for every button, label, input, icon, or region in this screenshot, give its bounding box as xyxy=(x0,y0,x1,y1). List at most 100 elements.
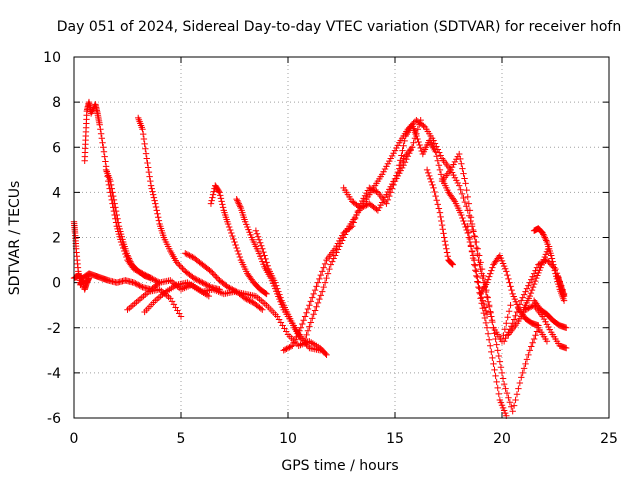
data-point xyxy=(529,273,536,280)
data-point xyxy=(333,249,340,256)
data-point xyxy=(393,172,400,179)
data-point xyxy=(518,374,525,381)
data-point xyxy=(110,196,118,204)
data-point xyxy=(505,275,512,283)
data-point xyxy=(416,141,423,149)
data-point xyxy=(150,194,158,201)
x-tick-label: 5 xyxy=(177,431,186,447)
data-point xyxy=(549,258,556,265)
data-point xyxy=(216,286,223,293)
data-point xyxy=(230,286,237,294)
data-point xyxy=(496,358,504,365)
data-point xyxy=(326,265,333,273)
y-tick-label: -4 xyxy=(47,366,61,382)
data-point xyxy=(461,198,469,206)
data-point xyxy=(491,366,498,374)
data-point xyxy=(207,268,215,275)
data-point xyxy=(290,339,297,346)
data-point xyxy=(420,122,427,130)
data-point xyxy=(459,214,466,222)
y-tick-label: 6 xyxy=(52,140,61,156)
data-point xyxy=(219,204,227,211)
data-point xyxy=(503,320,510,327)
data-point xyxy=(208,197,215,204)
data-point xyxy=(529,283,537,291)
data-point xyxy=(277,294,284,301)
data-point xyxy=(520,291,528,298)
data-point xyxy=(490,324,497,331)
data-point xyxy=(225,223,233,231)
data-point xyxy=(293,333,300,340)
data-point xyxy=(263,290,270,298)
y-tick-label: 0 xyxy=(52,276,61,292)
data-point xyxy=(97,130,105,137)
data-point xyxy=(303,331,310,339)
data-point xyxy=(503,268,510,275)
data-point xyxy=(427,175,434,183)
data-point xyxy=(202,280,209,288)
data-point xyxy=(183,250,190,258)
data-point xyxy=(234,197,241,204)
data-point xyxy=(243,295,250,303)
data-point xyxy=(299,320,306,328)
data-point xyxy=(144,159,151,167)
data-point xyxy=(386,192,393,200)
data-point xyxy=(339,237,346,244)
data-point xyxy=(528,276,535,283)
data-point xyxy=(373,206,380,213)
data-point xyxy=(543,338,551,345)
data-point xyxy=(254,233,262,240)
data-point xyxy=(314,279,322,286)
data-point xyxy=(224,220,232,228)
data-point xyxy=(111,200,118,207)
data-point xyxy=(244,296,252,304)
data-point xyxy=(224,283,232,291)
data-point xyxy=(284,344,292,352)
data-point xyxy=(563,324,570,331)
data-point xyxy=(551,267,558,274)
data-point xyxy=(139,126,146,133)
data-point xyxy=(197,278,205,286)
data-point xyxy=(440,230,447,237)
data-point xyxy=(357,204,364,212)
data-point xyxy=(443,249,451,256)
data-point xyxy=(414,135,421,143)
data-point xyxy=(218,198,225,205)
series-arc-21 xyxy=(505,301,570,352)
data-point xyxy=(410,139,417,146)
data-point xyxy=(146,173,153,180)
data-point xyxy=(186,252,193,259)
data-point xyxy=(311,307,319,314)
data-point xyxy=(343,228,350,235)
data-point xyxy=(259,245,266,252)
data-point xyxy=(303,309,310,316)
data-point xyxy=(548,252,555,259)
data-point xyxy=(485,336,493,343)
data-point xyxy=(493,341,500,348)
data-point xyxy=(504,271,511,279)
y-tick-label: 8 xyxy=(52,95,61,111)
data-point xyxy=(494,384,501,392)
data-point xyxy=(438,221,446,229)
data-point xyxy=(477,265,484,273)
series-arc-6 xyxy=(124,286,185,320)
data-point xyxy=(329,258,336,265)
data-point xyxy=(483,324,491,331)
series-arc-7 xyxy=(141,279,213,316)
data-point xyxy=(506,279,513,286)
data-point xyxy=(280,347,287,354)
data-point xyxy=(436,209,444,216)
y-tick-label: 10 xyxy=(43,50,61,66)
data-point xyxy=(246,297,253,304)
data-point xyxy=(216,189,223,196)
data-point xyxy=(563,344,570,352)
data-point xyxy=(320,264,327,271)
data-point xyxy=(300,317,307,324)
data-point xyxy=(283,345,290,353)
series-arc-22 xyxy=(520,243,553,313)
data-point xyxy=(219,201,226,208)
data-point xyxy=(113,211,120,219)
data-point xyxy=(478,270,485,277)
data-point xyxy=(550,264,558,271)
data-point xyxy=(484,276,492,283)
